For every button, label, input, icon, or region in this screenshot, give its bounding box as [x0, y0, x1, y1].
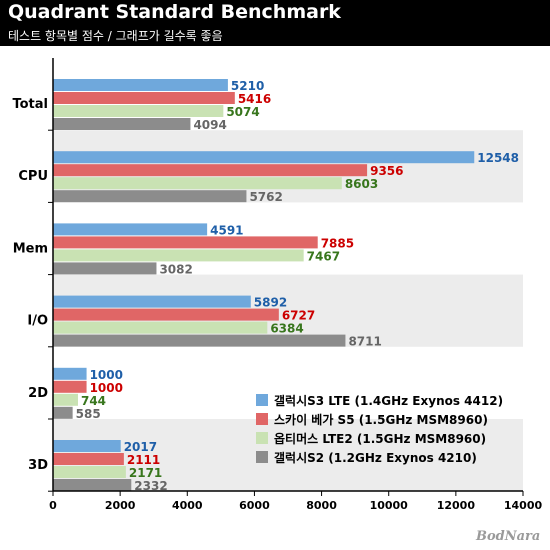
x-tick-label: 8000: [306, 499, 337, 512]
legend-swatch: [256, 394, 268, 406]
legend-swatch: [256, 451, 268, 463]
bar: [53, 223, 208, 236]
bar: [53, 262, 157, 275]
data-label: 744: [81, 394, 106, 408]
category-label: 3D: [28, 458, 48, 473]
category-label: Total: [12, 97, 48, 112]
bar: [53, 118, 191, 130]
data-label: 585: [76, 407, 101, 421]
legend-swatch: [256, 413, 268, 425]
bar: [53, 295, 251, 308]
bar: [53, 249, 304, 262]
bar: [53, 466, 126, 478]
data-label: 8603: [345, 177, 378, 191]
bar: [53, 177, 342, 190]
bar: [53, 308, 279, 321]
chart-title: Quadrant Standard Benchmark: [8, 1, 341, 23]
data-label: 2017: [124, 440, 157, 454]
data-label: 6727: [282, 309, 315, 323]
bar: [53, 406, 73, 419]
data-label: 9356: [370, 164, 403, 178]
data-label: 7885: [321, 236, 354, 250]
data-label: 4591: [210, 223, 243, 237]
bar: [53, 164, 368, 177]
x-tick-label: 14000: [504, 499, 543, 512]
category-band: [53, 419, 523, 492]
data-label: 8711: [348, 335, 381, 349]
chart-header: Quadrant Standard Benchmark 테스트 항목별 점수 /…: [0, 0, 550, 46]
legend-label: 갤럭시S3 LTE (1.4GHz Exynos 4412): [274, 394, 503, 408]
legend-label: 옵티머스 LTE2 (1.5GHz MSM8960): [274, 431, 486, 446]
bar: [53, 105, 224, 117]
data-label: 5892: [254, 296, 287, 310]
bar: [53, 380, 87, 393]
bar: [53, 393, 78, 406]
data-label: 7467: [307, 249, 340, 263]
bar: [53, 79, 228, 91]
data-label: 1000: [90, 381, 123, 395]
bar: [53, 151, 475, 164]
category-label: I/O: [27, 314, 48, 329]
bar: [53, 321, 268, 334]
x-tick-label: 0: [49, 499, 57, 512]
data-label: 4094: [193, 118, 226, 132]
legend-swatch: [256, 432, 268, 444]
x-tick-label: 10000: [370, 499, 409, 512]
legend-label: 갤럭시S2 (1.2GHz Exynos 4210): [274, 451, 477, 465]
category-label: CPU: [18, 169, 48, 184]
legend-label: 스카이 베가 S5 (1.5GHz MSM8960): [274, 412, 488, 427]
bar: [53, 479, 132, 491]
data-label: 5074: [226, 105, 259, 119]
x-tick-label: 4000: [172, 499, 203, 512]
x-tick-label: 2000: [105, 499, 136, 512]
x-tick-label: 12000: [437, 499, 476, 512]
data-label: 12548: [477, 151, 519, 165]
x-tick-label: 6000: [239, 499, 270, 512]
category-label: 2D: [28, 386, 48, 401]
chart-subtitle: 테스트 항목별 점수 / 그래프가 길수록 좋음: [8, 29, 223, 43]
data-label: 5210: [231, 79, 264, 93]
bar: [53, 367, 87, 380]
bar: [53, 92, 235, 104]
bar: [53, 440, 121, 452]
data-label: 5762: [249, 190, 282, 204]
data-label: 5416: [238, 92, 271, 106]
bar: [53, 190, 247, 203]
category-label: Mem: [13, 241, 48, 256]
bar: [53, 453, 124, 465]
bar: [53, 236, 318, 249]
data-label: 1000: [90, 368, 123, 382]
data-label: 2171: [129, 466, 162, 480]
watermark-logo: BodNara: [476, 529, 541, 544]
data-label: 2111: [127, 453, 160, 467]
data-label: 6384: [270, 322, 303, 336]
bar: [53, 334, 346, 347]
data-label: 3082: [159, 262, 192, 276]
data-label: 2332: [134, 479, 167, 493]
